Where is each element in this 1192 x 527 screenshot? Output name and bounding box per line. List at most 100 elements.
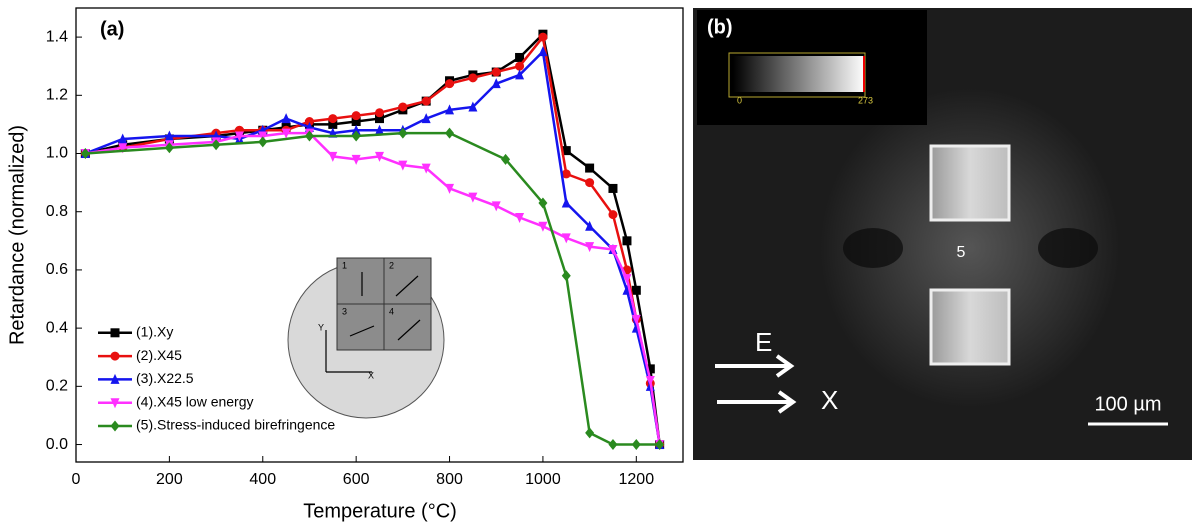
marker — [538, 32, 548, 42]
marker — [608, 245, 618, 256]
pad — [929, 144, 1011, 222]
marker — [234, 131, 244, 142]
marker — [538, 221, 548, 232]
marker — [608, 210, 618, 220]
x-tick-label: 0 — [72, 471, 81, 488]
marker — [164, 142, 174, 154]
inset-axis-label: X — [368, 370, 374, 380]
x-tick-label: 200 — [156, 471, 183, 488]
marker — [468, 101, 478, 112]
plot-frame — [75, 7, 684, 463]
marker — [561, 270, 571, 282]
marker — [631, 285, 641, 295]
legend-label: (3).X22.5 — [136, 370, 194, 386]
marker — [375, 151, 384, 162]
marker — [585, 163, 595, 173]
marker — [561, 197, 571, 208]
image-panel-b: 0 273 (b) 5 E X 100 µm — [693, 8, 1192, 460]
colorbar — [733, 56, 865, 92]
inset-arrows — [325, 272, 421, 373]
marker — [515, 213, 525, 224]
marker — [491, 78, 501, 89]
y-tick-label: 1.2 — [46, 87, 68, 104]
marker — [445, 104, 455, 115]
marker — [398, 127, 408, 139]
marker — [622, 236, 632, 246]
inset: 1 2 3 4 Y X — [287, 257, 445, 419]
marker — [328, 114, 338, 124]
marker — [110, 420, 120, 432]
marker — [110, 398, 120, 409]
marker — [561, 146, 571, 156]
marker — [80, 148, 90, 160]
marker — [351, 130, 361, 142]
inset-label: 1 — [342, 260, 347, 270]
marker — [398, 160, 408, 171]
panel-label: (b) — [707, 16, 733, 38]
marker — [608, 439, 618, 451]
marker — [515, 52, 525, 62]
marker — [351, 111, 361, 121]
legend-label: (5).Stress-induced birefringence — [136, 417, 335, 433]
x-tick-label: 400 — [249, 471, 276, 488]
marker — [351, 124, 361, 135]
marker — [445, 79, 455, 89]
marker — [622, 274, 632, 285]
marker — [585, 178, 595, 188]
chart-title: (a) — [100, 18, 124, 40]
marker — [561, 169, 571, 179]
marker — [118, 133, 128, 144]
marker — [585, 220, 595, 231]
marker — [445, 127, 455, 139]
marker — [110, 351, 120, 361]
scale-label: 100 µm — [1094, 393, 1161, 415]
marker — [631, 439, 641, 451]
marker — [645, 376, 655, 387]
inset-label: 3 — [342, 306, 347, 316]
y-tick-label: 0.6 — [46, 261, 68, 278]
y-tick-label: 0.4 — [46, 319, 68, 336]
inset-axis-label: Y — [318, 322, 324, 332]
marker — [491, 67, 501, 77]
marker — [468, 192, 478, 203]
dark-lobe — [843, 228, 903, 268]
marker — [110, 373, 120, 384]
marker — [211, 139, 221, 151]
marker — [585, 427, 595, 439]
legend-label: (2).X45 — [136, 347, 182, 363]
marker — [164, 130, 174, 141]
marker — [561, 233, 571, 244]
marker — [421, 163, 431, 174]
y-tick-label: 0.2 — [46, 378, 68, 395]
marker — [538, 46, 548, 57]
marker — [645, 364, 655, 374]
legend-label: (4).X45 low energy — [136, 393, 254, 409]
marker — [258, 136, 268, 148]
marker — [118, 143, 128, 154]
marker — [585, 242, 595, 253]
marker — [631, 314, 641, 325]
marker — [351, 117, 361, 126]
dark-lobe — [1038, 228, 1098, 268]
marker — [304, 117, 314, 126]
marker — [375, 124, 384, 135]
marker — [281, 113, 291, 124]
marker — [421, 96, 431, 106]
y-axis-label: Retardance (normalized) — [6, 125, 28, 345]
marker — [375, 108, 384, 118]
marker — [421, 113, 431, 124]
chart-a: (a) Temperature (°C) Retardance (normali… — [6, 7, 684, 522]
marker — [398, 102, 408, 112]
x-tick-label: 600 — [343, 471, 370, 488]
marker — [655, 439, 665, 451]
x-tick-label: 1200 — [619, 471, 655, 488]
glow — [820, 88, 1120, 408]
marker — [491, 201, 501, 212]
marker — [328, 119, 338, 129]
y-tick-label: 1.4 — [46, 28, 68, 45]
colorbar-min: 0 — [737, 95, 742, 105]
marker — [304, 130, 314, 142]
marker — [468, 73, 478, 83]
y-tick-label: 0.0 — [46, 436, 68, 453]
